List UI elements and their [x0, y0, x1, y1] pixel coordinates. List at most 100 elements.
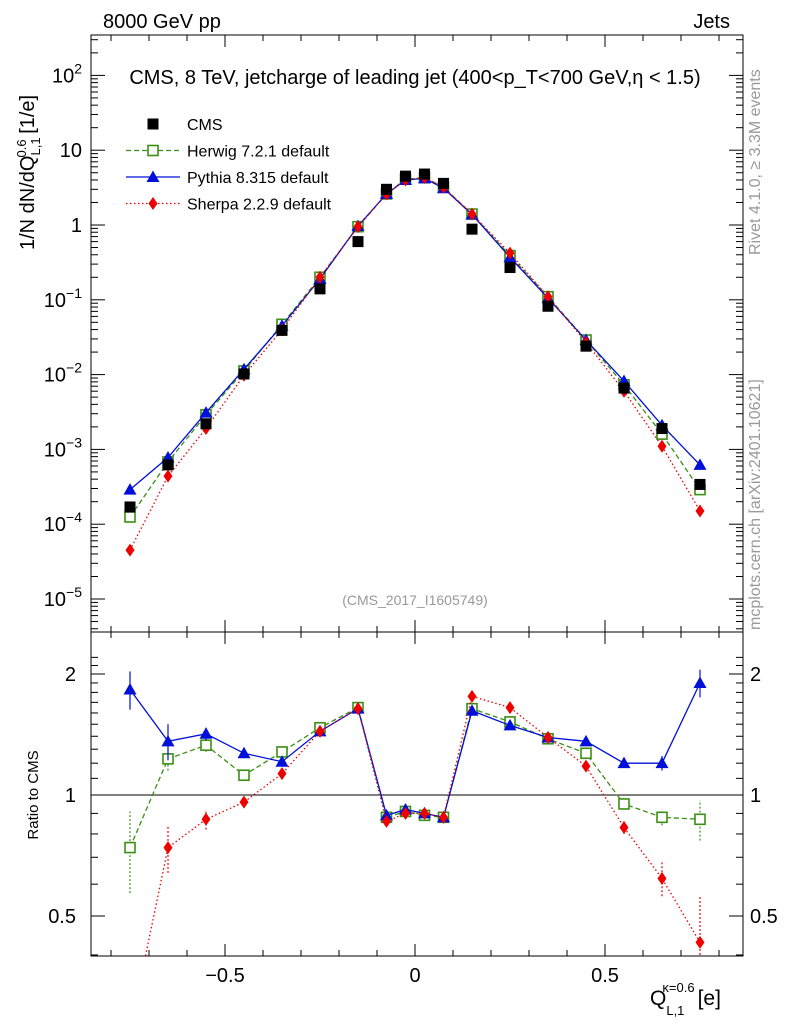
cms-point	[504, 262, 516, 274]
cms-point	[381, 183, 392, 195]
legend-marker-cms	[147, 118, 159, 130]
pythia-ratio-point	[655, 756, 669, 769]
cms-point	[419, 168, 430, 180]
cms-point	[276, 324, 288, 336]
svg-text:1/N dN/dQL,10.6 [1/e]: 1/N dN/dQL,10.6 [1/e]	[14, 95, 43, 250]
sherpa-ratio-point	[353, 702, 363, 716]
sherpa-ratio-point	[657, 871, 667, 885]
sherpa-ratio-point	[439, 810, 448, 824]
legend-marker-sherpa	[148, 197, 158, 210]
sherpa-ratio-point	[277, 767, 287, 781]
herwig-ratio-point	[238, 769, 250, 782]
cms-point	[200, 418, 212, 430]
ratio-y-tick-label: 0.5	[48, 906, 76, 928]
sherpa-point	[543, 290, 553, 304]
sherpa-ratio-point	[543, 731, 553, 745]
sherpa-point	[125, 543, 135, 557]
legend-label-sherpa: Sherpa 2.2.9 default	[187, 197, 332, 214]
x-tick-label: 0.5	[591, 965, 619, 987]
pythia-point	[123, 483, 137, 495]
pythia-point	[199, 406, 213, 418]
sherpa-ratio-point	[467, 689, 477, 703]
ratio-y-label: Ratio to CMS	[25, 750, 42, 839]
cms-point	[124, 501, 136, 513]
sherpa-ratio-point	[382, 814, 391, 828]
y-tick-label: 10−3	[44, 434, 82, 461]
pythia-ratio-line	[129, 682, 701, 819]
herwig-ratio-line	[129, 706, 701, 848]
header-right: Jets	[693, 11, 730, 33]
sherpa-ratio-point	[401, 806, 410, 820]
sherpa-ratio-point	[420, 806, 429, 820]
cms-point	[466, 223, 478, 235]
y-tick-label: 102	[52, 60, 82, 87]
herwig-line	[129, 176, 701, 518]
herwig-ratio-point	[694, 813, 706, 826]
pythia-ratio-point	[465, 704, 479, 716]
sherpa-point	[163, 469, 173, 483]
cms-point	[542, 300, 554, 312]
main-axes: 10−5 10−4 10−3 10−2 10−1 1 10 102	[44, 35, 743, 632]
pythia-line	[129, 177, 701, 491]
cms-point	[438, 177, 449, 189]
sherpa-ratio-point	[201, 812, 211, 826]
pythia-ratio-point	[275, 755, 289, 767]
ratio-series	[123, 669, 707, 956]
herwig-ratio-point	[618, 798, 630, 810]
herwig-ratio-point	[200, 739, 212, 752]
cms-point	[238, 368, 250, 380]
pythia-point	[693, 458, 707, 470]
analysis-tag: (CMS_2017_I1605749)	[342, 592, 488, 608]
herwig-ratio-point	[580, 747, 592, 760]
ratio-y-tick-label: 1	[65, 785, 76, 807]
legend-marker-pythia	[146, 170, 160, 182]
y-tick-label: 10−1	[44, 285, 82, 312]
ratio-y-tick-label-right: 0.5	[750, 906, 778, 928]
y-tick-label: 1	[71, 215, 82, 237]
legend: CMS Herwig 7.2.1 default Pythia 8.315 defa…	[126, 117, 332, 214]
ratio-y-tick-label-right: 2	[750, 664, 761, 686]
pythia-ratio-point	[123, 683, 137, 695]
pythia-ratio-point	[617, 756, 631, 769]
sherpa-ratio-line	[144, 695, 701, 956]
pythia-ratio-point	[237, 746, 251, 759]
chart-title: CMS, 8 TeV, jetcharge of leading jet (40…	[129, 67, 700, 89]
ratio-axes: −0.5 0 0.5 0.5 0.5 1 1 2 2	[48, 632, 778, 987]
cms-point	[618, 382, 630, 394]
y-tick-label: 10−2	[44, 360, 82, 387]
main-series	[123, 168, 707, 557]
pythia-ratio-point	[503, 718, 517, 731]
ratio-y-tick-label-right: 1	[750, 785, 761, 807]
sherpa-ratio-point	[163, 841, 173, 855]
sherpa-point	[695, 504, 705, 518]
cms-point	[352, 236, 364, 248]
cms-point	[694, 478, 706, 490]
x-tick-label: −0.5	[205, 965, 244, 987]
sherpa-point	[505, 246, 515, 260]
x-axis-label: QL,1κ=0.6 [e]	[650, 980, 721, 1018]
pythia-ratio-point	[380, 808, 393, 821]
pythia-ratio-point	[579, 734, 593, 747]
cms-point	[162, 459, 174, 471]
legend-label-pythia: Pythia 8.315 default	[187, 170, 329, 187]
ratio-frame	[90, 631, 744, 957]
sherpa-ratio-point	[505, 701, 515, 715]
header-left: 8000 GeV pp	[103, 11, 221, 33]
x-tick-label: 0	[409, 965, 420, 987]
sherpa-ratio-point	[695, 935, 705, 949]
svg-text:QL,1κ=0.6[e]: QL,1κ=0.6 [e]	[650, 980, 721, 1018]
y-axis-label: 1/N dN/dQL,10.6 [1/e]	[14, 95, 43, 250]
sherpa-ratio-point	[581, 759, 591, 773]
legend-label-cms: CMS	[187, 117, 223, 134]
mcplots-label: mcplots.cern.ch [arXiv:2401.10621]	[747, 379, 764, 630]
ratio-y-tick-label: 2	[65, 664, 76, 686]
sherpa-line	[129, 176, 701, 551]
pythia-ratio-point	[161, 734, 175, 747]
y-tick-label: 10−5	[44, 584, 82, 611]
herwig-point	[124, 511, 136, 523]
sherpa-ratio-point	[239, 795, 249, 809]
sherpa-point	[315, 270, 325, 284]
sherpa-point	[353, 220, 363, 234]
rivet-label: Rivet 4.1.0, ≥ 3.3M events	[747, 69, 764, 255]
